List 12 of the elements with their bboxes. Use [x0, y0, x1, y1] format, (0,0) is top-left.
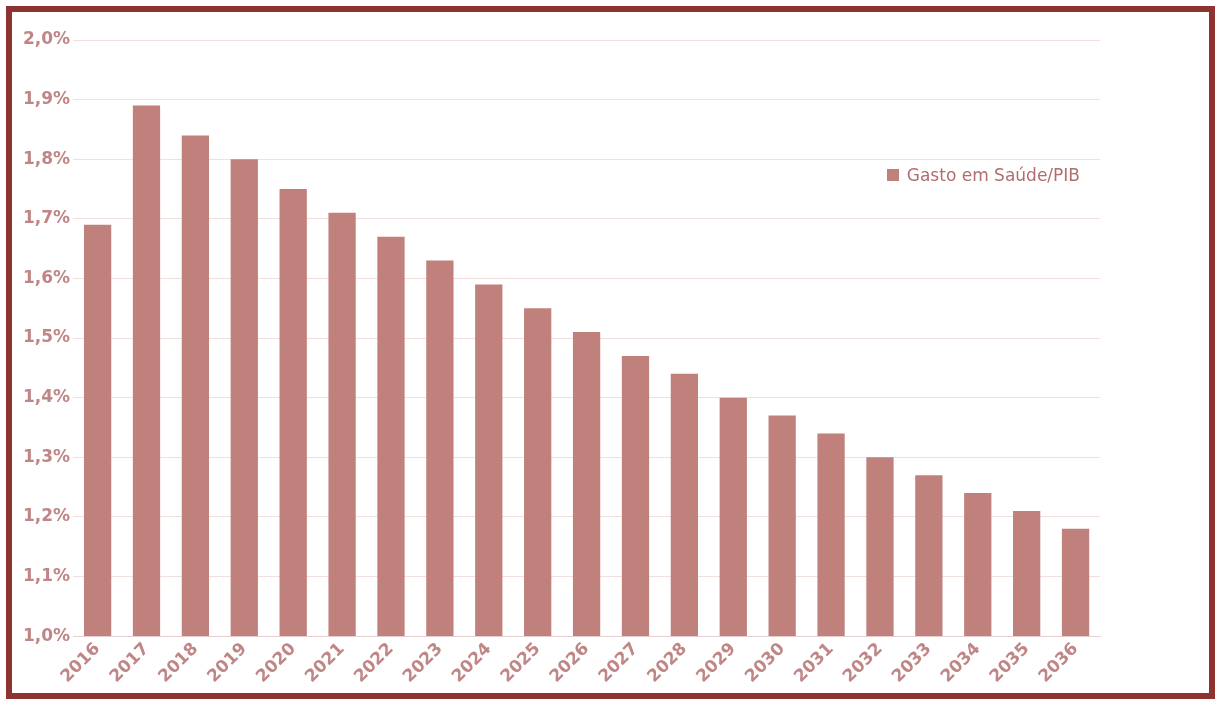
y-tick-label: 1,3% [22, 445, 71, 466]
y-tick-label: 1,2% [22, 505, 71, 526]
y-tick-label: 1,8% [22, 147, 71, 168]
y-tick-label: 1,5% [22, 326, 71, 347]
y-tick-label: 1,0% [22, 624, 71, 645]
y-tick-label: 1,7% [22, 207, 71, 228]
y-tick-label: 1,9% [22, 88, 71, 109]
y-tick-label: 1,1% [22, 564, 71, 585]
y-tick-label: 2,0% [22, 28, 71, 49]
y-tick-label: 1,4% [22, 386, 71, 407]
legend-label: Gasto em Saúde/PIB [906, 165, 1080, 185]
y-tick-label: 1,6% [22, 266, 71, 287]
